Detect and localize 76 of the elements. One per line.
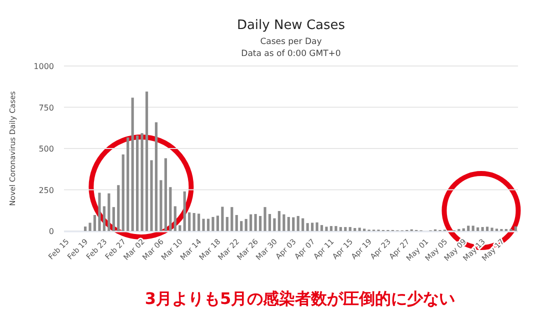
bar [278, 211, 280, 231]
bar [183, 191, 186, 231]
bar [98, 192, 101, 231]
bar [150, 160, 153, 231]
bar [514, 226, 517, 231]
y-tick-label: 250 [38, 186, 54, 195]
bar [112, 207, 115, 231]
bar [188, 212, 191, 231]
bar [268, 214, 272, 231]
bar [131, 98, 134, 231]
bar [154, 122, 158, 231]
bar [320, 225, 324, 231]
bar [122, 154, 124, 231]
bar [226, 216, 228, 231]
bar [250, 214, 252, 231]
bar [344, 227, 347, 231]
bar [102, 206, 106, 231]
bar [126, 137, 130, 231]
y-tick-label: 750 [38, 103, 54, 112]
text: 3月よりも5月の感染者数が圧倒的に少ない [144, 289, 456, 308]
bar [354, 228, 356, 231]
bar [467, 226, 470, 231]
bar [287, 216, 290, 231]
bar [108, 193, 110, 231]
bar [472, 226, 474, 231]
bar [254, 214, 257, 231]
bar [206, 218, 210, 231]
y-tick-label: 0 [48, 227, 54, 236]
bar [358, 228, 361, 231]
bar [462, 228, 465, 231]
bar [486, 226, 489, 231]
bar [325, 226, 328, 231]
bar [117, 185, 120, 231]
bar [306, 223, 309, 231]
bar [174, 206, 176, 231]
bar [192, 213, 196, 231]
bar [481, 227, 484, 231]
bar [264, 207, 266, 231]
bar [145, 92, 148, 231]
bar [140, 133, 144, 231]
bar [316, 222, 318, 231]
bar [310, 222, 314, 231]
bar [282, 214, 286, 231]
bar [490, 228, 494, 231]
bar [258, 216, 262, 231]
bar [348, 227, 352, 231]
bar [212, 216, 214, 231]
bar [302, 218, 304, 231]
chart-subtitle: Cases per Day [260, 37, 322, 47]
bar [178, 225, 182, 231]
bar [197, 214, 200, 231]
text: Data as of 0:00 GMT+0 [241, 49, 341, 59]
bar [230, 207, 234, 231]
bar [476, 227, 480, 231]
bar [169, 187, 172, 231]
bar [240, 221, 243, 231]
bar [202, 218, 205, 231]
bar [330, 226, 332, 231]
bar [160, 180, 162, 231]
bar [136, 135, 139, 231]
bar [235, 214, 238, 231]
bar [339, 227, 342, 231]
bar [88, 222, 92, 231]
chart-title: Daily New Cases [236, 18, 346, 33]
bar [296, 216, 300, 231]
bar [334, 226, 338, 231]
bar [93, 214, 96, 231]
y-tick-label: 1000 [34, 62, 54, 71]
bar [164, 158, 167, 231]
bar [221, 206, 224, 231]
bar [292, 217, 295, 231]
bar [216, 216, 219, 231]
bar [84, 226, 87, 231]
y-tick-label: 500 [38, 144, 54, 154]
bar [244, 218, 248, 231]
bar [273, 218, 276, 231]
